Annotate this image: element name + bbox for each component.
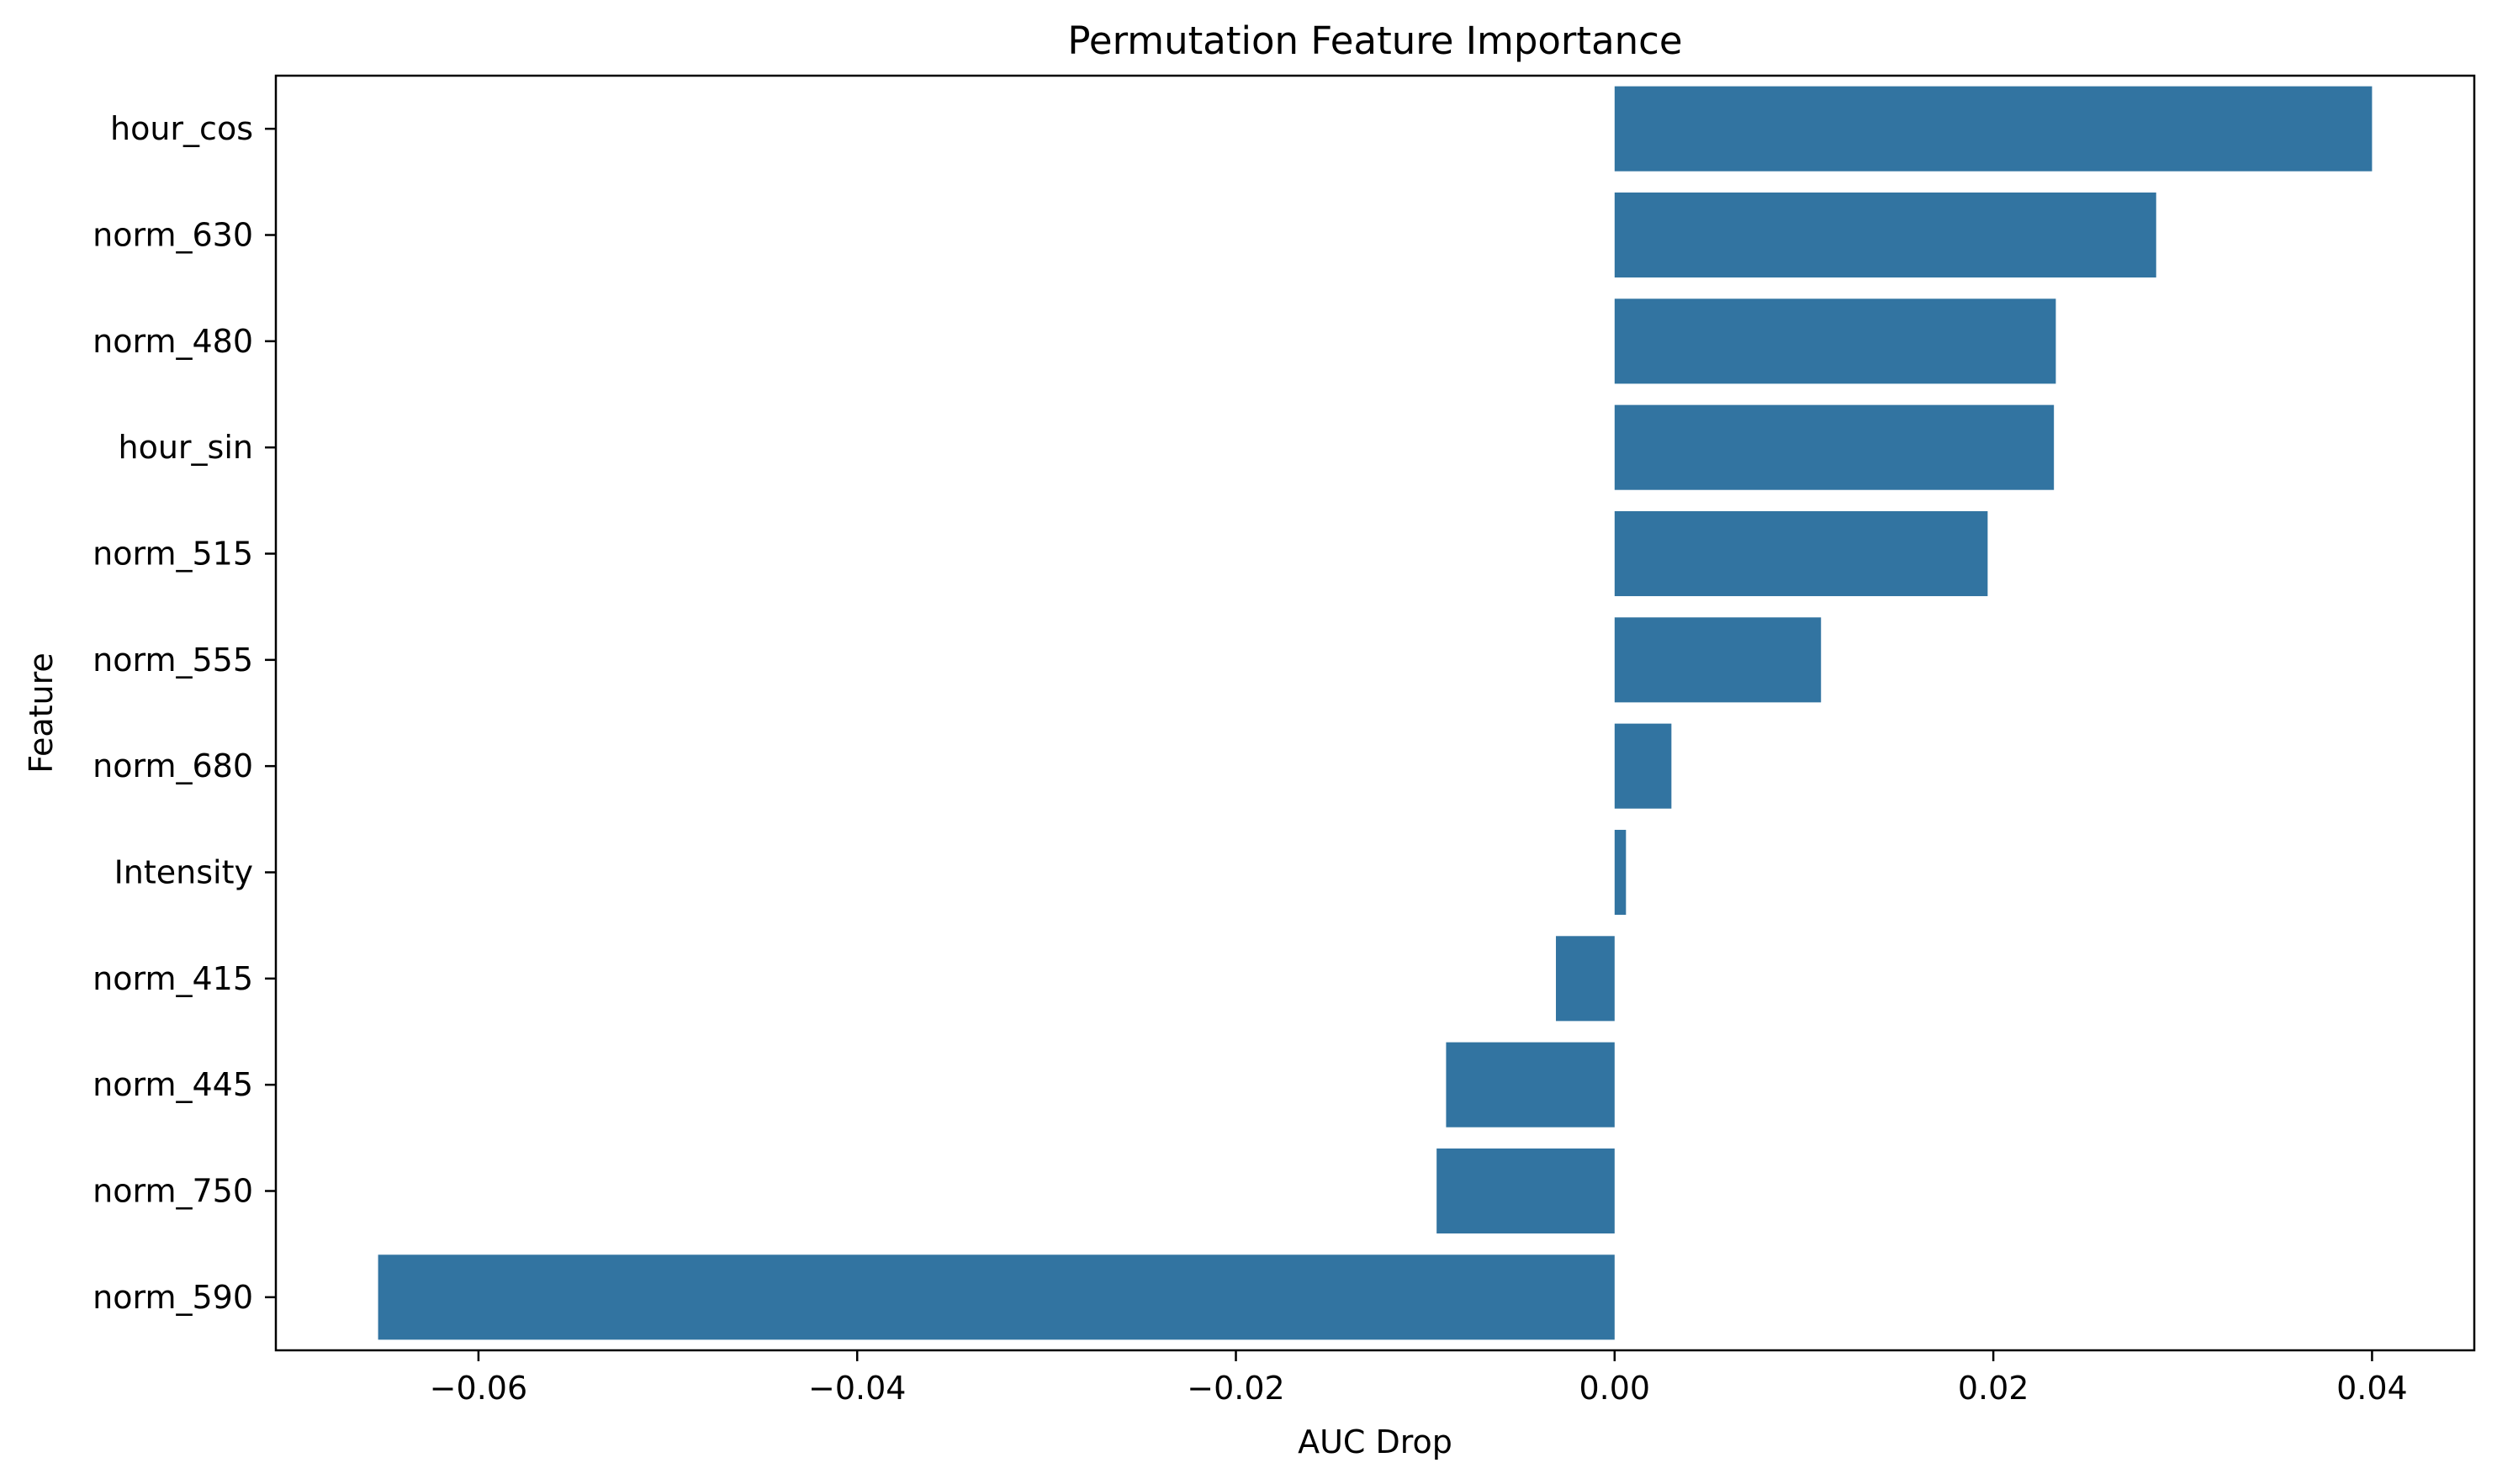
y-tick-label: norm_590 xyxy=(93,1279,253,1316)
bar-hour-cos xyxy=(1614,86,2373,172)
bar-norm-415 xyxy=(1556,936,1615,1022)
x-tick-label: −0.06 xyxy=(430,1370,527,1407)
bar-norm-630 xyxy=(1614,192,2156,278)
chart-title: Permutation Feature Importance xyxy=(1067,18,1682,63)
y-tick-label: norm_750 xyxy=(93,1173,253,1210)
bar-norm-680 xyxy=(1614,723,1672,809)
y-axis-ticks: hour_cos norm_630 norm_480 hour_sin norm_515… xyxy=(93,110,276,1316)
bar-norm-480 xyxy=(1614,298,2056,384)
y-tick-label: norm_680 xyxy=(93,747,253,784)
y-tick-label: norm_415 xyxy=(93,960,253,997)
x-tick-label: −0.04 xyxy=(808,1370,906,1407)
x-axis-label: AUC Drop xyxy=(1298,1423,1452,1460)
y-tick-label: norm_515 xyxy=(93,536,253,573)
y-tick-label: norm_445 xyxy=(93,1066,253,1103)
x-tick-label: 0.02 xyxy=(1958,1370,2029,1407)
bar-hour-sin xyxy=(1614,404,2055,490)
bar-norm-515 xyxy=(1614,510,1988,597)
bar-norm-590 xyxy=(378,1254,1615,1340)
y-tick-label: norm_480 xyxy=(93,323,253,360)
x-tick-label: −0.02 xyxy=(1187,1370,1284,1407)
x-axis-ticks: −0.06 −0.04 −0.02 0.00 0.02 0.04 xyxy=(430,1350,2408,1407)
bars-group xyxy=(378,86,2373,1340)
plot-area-frame xyxy=(274,74,2476,1352)
y-tick-label: Intensity xyxy=(114,854,253,891)
y-tick-label: norm_630 xyxy=(93,217,253,254)
x-tick-label: 0.00 xyxy=(1579,1370,1651,1407)
bar-intensity xyxy=(1614,829,1627,916)
y-tick-label: hour_cos xyxy=(110,110,253,147)
y-tick-label: hour_sin xyxy=(119,429,253,466)
y-axis-label: Feature xyxy=(23,652,60,774)
y-tick-label: norm_555 xyxy=(93,642,253,679)
bar-norm-555 xyxy=(1614,617,1822,703)
bar-norm-750 xyxy=(1436,1148,1615,1234)
x-tick-label: 0.04 xyxy=(2336,1370,2408,1407)
bar-norm-445 xyxy=(1446,1042,1615,1128)
